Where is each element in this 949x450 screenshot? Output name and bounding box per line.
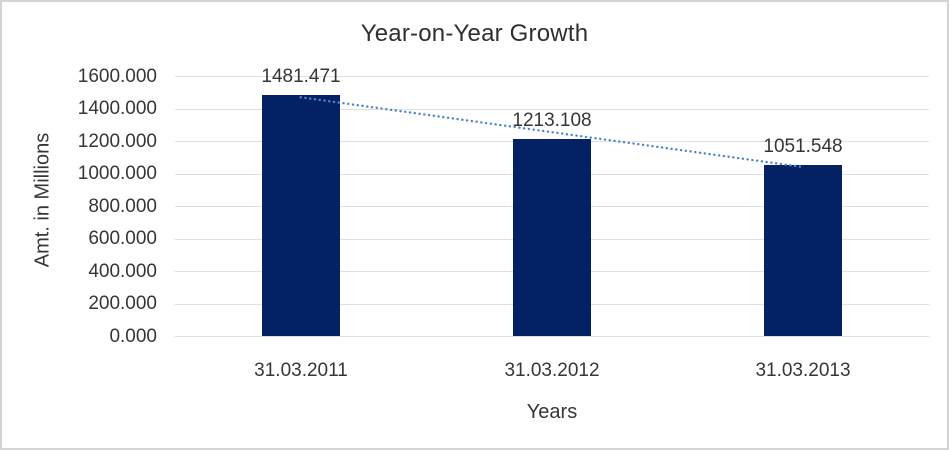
y-tick-label: 400.000 — [88, 261, 157, 282]
gridline — [175, 336, 929, 337]
data-label: 1051.548 — [763, 136, 843, 157]
bar-31.03.2013 — [764, 165, 842, 336]
y-tick-label: 1000.000 — [77, 163, 157, 184]
y-tick-label: 800.000 — [88, 196, 157, 217]
bar-31.03.2011 — [262, 95, 340, 336]
y-tick-label: 600.000 — [88, 228, 157, 249]
x-axis-title: Years — [526, 401, 578, 423]
bar-31.03.2012 — [513, 139, 591, 336]
y-tick-label: 200.000 — [88, 293, 157, 314]
chart-title: Year-on-Year Growth — [360, 20, 589, 47]
y-tick-label: 1200.000 — [77, 131, 157, 152]
y-tick-label: 1600.000 — [77, 66, 157, 87]
data-label: 1213.108 — [512, 110, 592, 131]
gridline — [175, 76, 929, 77]
category-label: 31.03.2012 — [504, 360, 600, 381]
category-label: 31.03.2011 — [254, 360, 348, 381]
y-tick-label: 0.000 — [109, 326, 157, 347]
data-label: 1481.471 — [261, 66, 341, 87]
y-tick-label: 1400.000 — [77, 98, 157, 119]
category-label: 31.03.2013 — [755, 360, 851, 381]
